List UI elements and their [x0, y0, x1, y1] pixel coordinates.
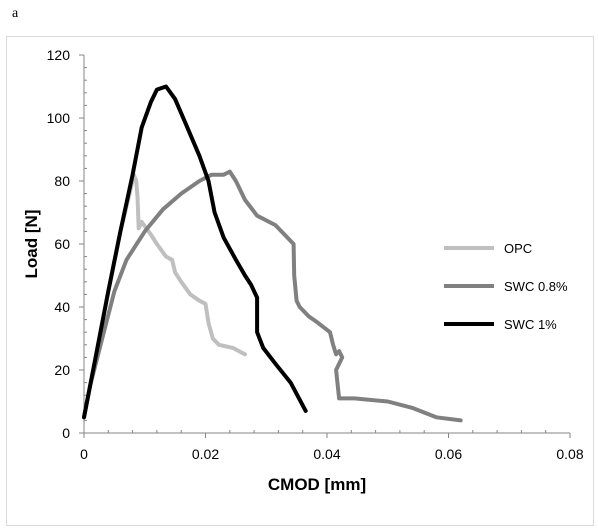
x-tick-label: 0: [80, 446, 88, 462]
legend-label: OPC: [504, 241, 532, 256]
y-tick-label: 40: [54, 299, 70, 315]
x-tick-label: 0.08: [556, 446, 583, 462]
series-layer: [82, 84, 463, 423]
x-tick-label: 0.06: [435, 446, 462, 462]
legend: OPC SWC 0.8% SWC 1%: [444, 241, 568, 332]
y-tick-label: 20: [54, 362, 70, 378]
x-tick-label: 0.04: [313, 446, 340, 462]
y-tick-label: 120: [47, 47, 71, 63]
y-axis-title: Load [N]: [22, 210, 41, 279]
series-line-swc-1: [82, 84, 308, 420]
y-tick-label: 100: [47, 110, 71, 126]
chart-frame: [6, 36, 594, 526]
x-axis-title: CMOD [mm]: [268, 475, 366, 494]
x-tick-label: 0.02: [192, 446, 219, 462]
series-line-swc-0-8: [82, 169, 463, 423]
y-tick-label: 80: [54, 173, 70, 189]
panel-label: a: [12, 6, 19, 21]
legend-label: SWC 0.8%: [504, 279, 568, 294]
y-tick-label: 0: [62, 425, 70, 441]
legend-label: SWC 1%: [504, 317, 557, 332]
y-tick-label: 60: [54, 236, 70, 252]
